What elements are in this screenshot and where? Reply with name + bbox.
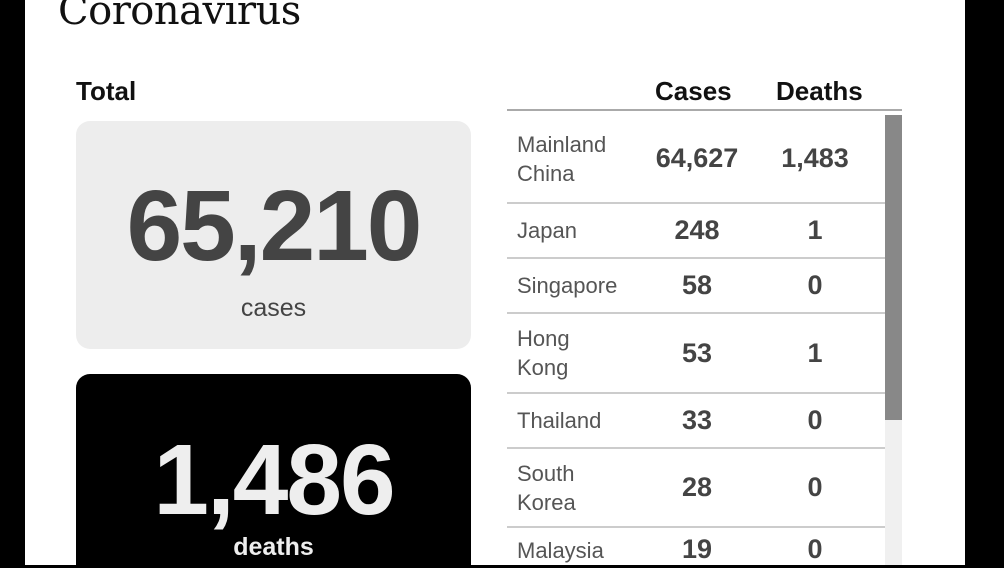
cases-value: 19	[681, 534, 713, 564]
deaths-value: 1	[807, 215, 823, 245]
scrollbar-thumb[interactable]	[885, 115, 902, 420]
deaths-value: 0	[807, 472, 823, 502]
total-heading: Total	[76, 76, 137, 106]
country-name: Singapore	[517, 273, 618, 298]
page-title: Coronavirus	[58, 0, 301, 34]
table-header: Cases Deaths	[507, 72, 902, 111]
column-header-deaths: Deaths	[776, 76, 863, 106]
country-name: Thailand	[517, 408, 602, 433]
deaths-value: 0	[807, 534, 823, 564]
total-deaths-value: 1,486	[153, 424, 395, 536]
total-deaths-card: 1,486 deaths	[76, 374, 471, 565]
total-cases-value: 65,210	[126, 170, 423, 282]
table-row: South Korea 28 0	[507, 449, 885, 528]
scrollbar[interactable]	[885, 115, 902, 565]
page: Coronavirus Total 65,210 cases 1,486 dea…	[25, 0, 965, 565]
country-table: Mainland China 64,627 1,483 Japan 248 1 Singap…	[507, 115, 902, 568]
deaths-value: 1	[807, 337, 823, 368]
cases-value: 53	[681, 337, 713, 368]
country-name: Mainland China	[517, 131, 607, 186]
cases-value: 33	[681, 405, 713, 435]
country-name: Malaysia	[517, 538, 604, 563]
total-cases-unit: cases	[240, 294, 307, 322]
total-deaths-unit: deaths	[233, 533, 314, 561]
country-name: Japan	[517, 218, 577, 243]
country-name: Hong Kong	[517, 326, 570, 380]
table-row: Singapore 58 0	[507, 259, 885, 314]
cases-value: 248	[674, 215, 720, 245]
cases-value: 58	[681, 270, 713, 300]
deaths-value: 0	[807, 405, 823, 435]
table-row: Hong Kong 53 1	[507, 314, 885, 394]
cases-value: 28	[681, 472, 713, 502]
table-row: Mainland China 64,627 1,483	[507, 115, 885, 204]
table-row: Japan 248 1	[507, 204, 885, 259]
deaths-value: 1,483	[781, 143, 849, 173]
column-header-cases: Cases	[655, 76, 732, 106]
total-cases-card: 65,210 cases	[76, 121, 471, 349]
deaths-value: 0	[807, 270, 823, 300]
table-row: Malaysia 19 0	[507, 528, 885, 568]
country-name: South Korea	[517, 460, 576, 515]
cases-value: 64,627	[655, 143, 739, 173]
table-row: Thailand 33 0	[507, 394, 885, 449]
